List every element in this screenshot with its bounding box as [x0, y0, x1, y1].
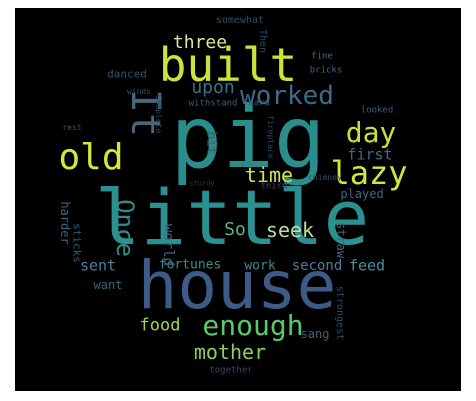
word-food: food — [139, 315, 181, 336]
word-world: world — [160, 223, 176, 267]
word-pig: pig — [170, 88, 326, 188]
word-fireplace: fireplace — [266, 115, 275, 159]
word-bricks: bricks — [309, 65, 343, 76]
word-hard: hard — [248, 98, 270, 109]
word-day: day — [345, 116, 397, 149]
word-danced: danced — [107, 67, 147, 81]
word-looked: looked — [360, 105, 394, 116]
word-fortunes: fortunes — [158, 257, 222, 273]
word-sticks: sticks — [70, 223, 84, 263]
word-withstand: withstand — [188, 98, 238, 109]
word-together: together — [209, 365, 253, 376]
word-then: Then — [257, 28, 268, 54]
word-worked: worked — [240, 81, 334, 111]
word-winds: winds — [126, 87, 152, 96]
word-rest: rest — [62, 123, 82, 132]
word-harder: harder — [58, 201, 72, 245]
word-enough: enough — [202, 309, 304, 342]
word-straw: straw — [334, 221, 348, 259]
word-complete: Complete — [154, 94, 163, 134]
word-chimney: chimney — [308, 173, 342, 182]
word-mother: mother — [193, 340, 267, 364]
word-built: built — [158, 38, 298, 92]
word-cloud-canvas: pig little house built It worked old lazy day eno… — [15, 8, 461, 391]
word-want: want — [93, 278, 123, 292]
word-once: Once — [111, 199, 139, 257]
word-house: house — [137, 247, 337, 324]
word-so: So — [224, 219, 246, 240]
word-bit: bit — [203, 131, 219, 155]
word-three: three — [172, 32, 228, 53]
word-seek: seek — [265, 218, 315, 242]
word-sang: sang — [300, 327, 330, 341]
word-time: time — [244, 163, 294, 187]
word-first: first — [347, 145, 393, 164]
word-second: second — [291, 258, 343, 274]
word-work: work — [244, 258, 276, 274]
word-played: played — [340, 187, 384, 201]
word-fine: fine — [311, 51, 333, 62]
word-sent: sent — [79, 256, 117, 275]
word-feed: feed — [348, 256, 386, 275]
word-strongest: strongest — [334, 285, 345, 341]
word-lazy: lazy — [330, 154, 408, 192]
word-sturdy: sturdy — [189, 179, 215, 188]
word-third: third — [260, 181, 288, 192]
word-upon: upon — [191, 77, 235, 98]
word-old: old — [58, 137, 124, 178]
word-little: little — [94, 173, 370, 262]
word-somewhat: somewhat — [215, 15, 265, 26]
